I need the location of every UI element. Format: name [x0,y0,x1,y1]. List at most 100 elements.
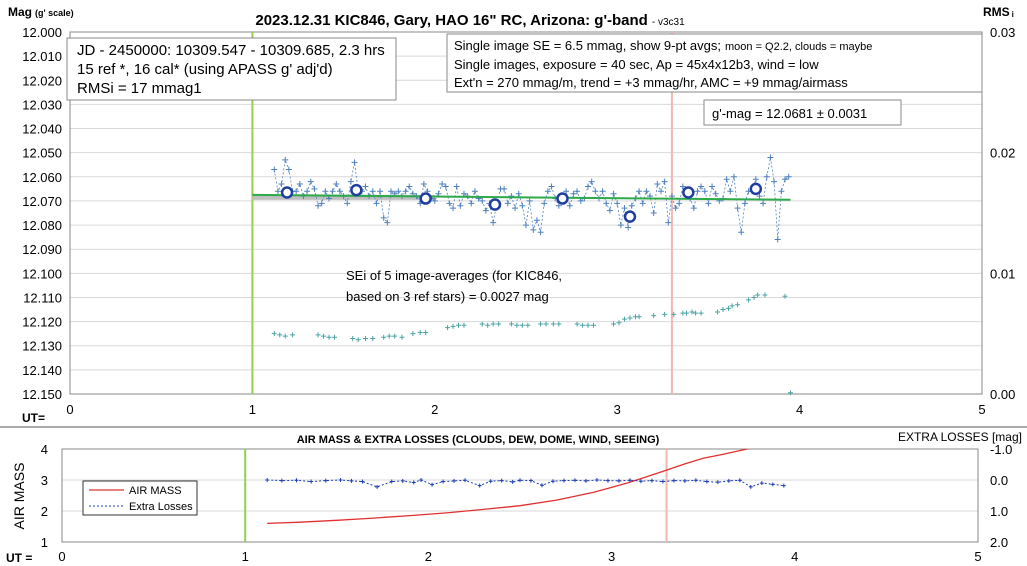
rms-point [271,331,277,337]
single-image-point [523,222,529,229]
svg-text:Ext'n = 270 mmag/m, trend = +3: Ext'n = 270 mmag/m, trend = +3 mmag/hr, … [454,75,848,90]
rms-point [662,311,668,317]
single-image-point [698,183,705,190]
single-image-point [318,200,325,207]
extra-losses-point [463,478,468,483]
single-image-point [665,219,672,226]
single-image-point [512,205,519,212]
extra-losses-point [309,479,314,484]
single-image-point [676,200,683,207]
extra-losses-point [349,478,354,483]
rms-point [490,321,496,327]
y2-tick-label: 0.00 [990,387,1015,402]
y-tick-label: 12.130 [22,339,62,354]
airmass-x-axis-label: UT = [6,551,32,565]
rms-point [621,316,627,322]
single-image-point [307,178,314,185]
extra-losses-point [510,479,515,484]
airmass-plot-area [61,448,979,543]
rms-point [590,322,596,328]
extra-losses-point [726,478,731,483]
y-tick-label: 12.100 [22,266,62,281]
single-image-point [563,188,570,195]
rms-point [585,322,591,328]
single-image-point [657,188,664,195]
y-tick-label: 12.150 [22,387,62,402]
single-image-point [311,185,318,192]
rms-point [693,310,699,316]
rms-point [423,329,429,335]
y-tick-label: 12.090 [22,242,62,257]
single-image-point [614,200,621,207]
extra-losses-point [389,479,394,484]
single-image-point [712,190,719,197]
single-image-point [304,188,311,195]
x-tick-label: 4 [796,402,803,417]
rms-point [399,334,405,340]
rms-point [450,323,456,329]
single-image-point [274,188,281,195]
extra-losses-point [518,478,522,483]
rms-point [290,332,296,338]
svg-text:RMSi = 17 mmag1: RMSi = 17 mmag1 [77,80,202,97]
airmass-x-ticks: 0 1 2 3 4 5 [58,549,981,564]
extra-losses-point [375,484,380,489]
single-image-point [727,188,734,195]
single-image-point [285,166,292,173]
extra-losses-point [452,478,457,483]
single-image-point [570,190,577,197]
single-image-point [709,183,716,190]
svg-text:Single images, exposure = 40 s: Single images, exposure = 40 sec, Ap = 4… [454,57,819,72]
single-image-point [628,202,635,209]
extra-losses-point [400,478,405,483]
average-point [350,183,363,197]
single-image-point [453,183,460,190]
extra-losses-point [759,481,764,486]
single-image-point [756,193,763,200]
extra-losses-point [323,478,328,483]
extra-losses-y-ticks: -1.0 0.0 1.0 2.0 [990,442,1012,550]
single-image-point [336,188,343,195]
sei-note: SEi of 5 image-averages (for KIC846, bas… [346,268,562,304]
extra-losses-point [682,478,687,483]
single-image-point [482,207,489,214]
single-image-point [471,188,478,195]
rms-point [508,321,514,327]
extra-losses-point [528,478,533,483]
rms-point [636,314,642,320]
rms-point [671,311,677,317]
y-tick-label: 12.010 [22,49,62,64]
y2-tick-label: -1.0 [990,442,1012,457]
rms-point [496,321,502,327]
single-image-point [782,176,789,183]
average-point [682,186,695,199]
single-image-point [362,183,369,190]
single-image-point [577,197,584,204]
svg-text:based on 3 ref stars) = 0.0027: based on 3 ref stars) = 0.0027 mag [346,289,549,304]
rms-point [616,320,622,326]
rms-point [350,335,356,341]
extra-losses-point [265,478,270,482]
x-tick-label: 1 [242,549,249,564]
single-image-point [388,188,395,195]
single-image-point [369,188,376,195]
airmass-marker-lines [244,449,668,542]
rms-point [580,322,586,328]
y2-tick-label: 0.01 [990,266,1015,281]
single-image-point [701,188,708,195]
single-image-point [548,183,555,190]
single-image-point [501,185,508,192]
extra-losses-point [294,478,299,483]
rms-point [550,321,556,327]
rms-point [386,333,392,339]
rms-point [720,307,726,313]
extra-losses-point [693,478,698,483]
single-image-point [333,181,340,188]
rms-point [525,322,531,328]
single-image-point [537,229,544,236]
rms-point [715,309,721,315]
average-point [280,186,294,199]
x-tick-label: 0 [66,402,73,417]
svg-text:JD - 2450000: 10309.547 - 1030: JD - 2450000: 10309.547 - 10309.685, 2.3… [77,42,385,59]
rms-point [331,334,337,340]
